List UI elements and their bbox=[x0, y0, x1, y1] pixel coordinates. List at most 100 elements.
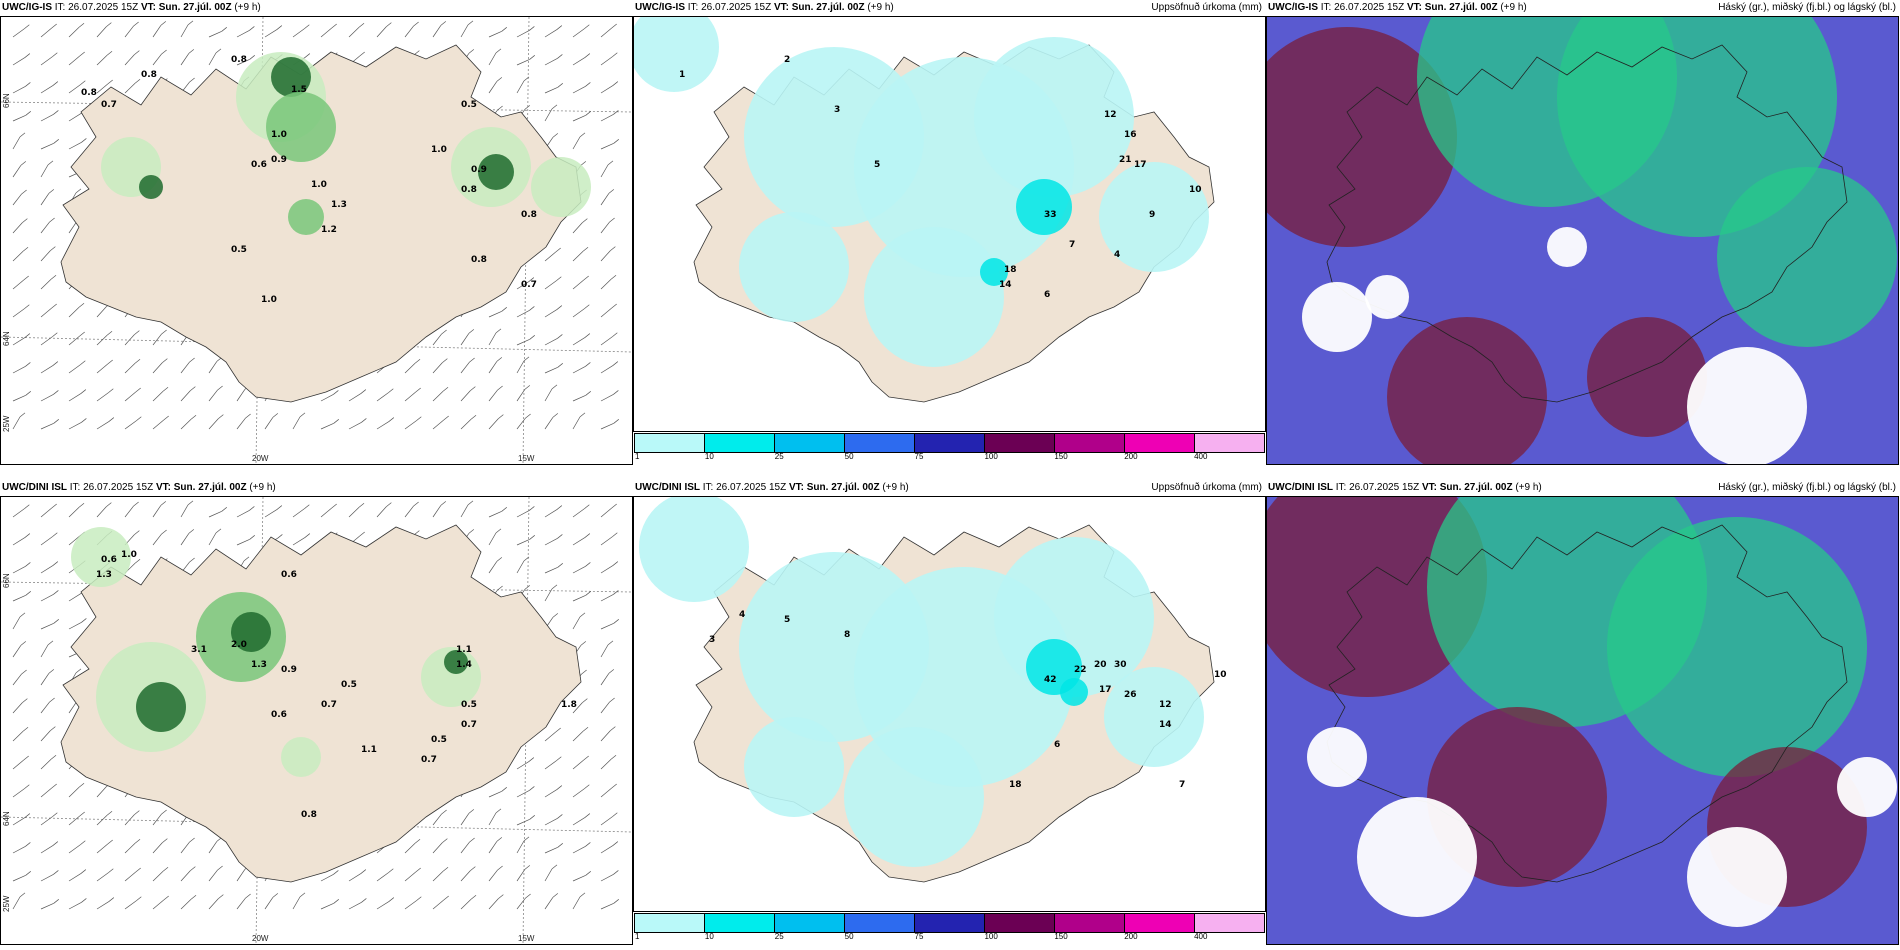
colorbar-swatch bbox=[1125, 914, 1195, 932]
precip-value-label: 4 bbox=[1114, 250, 1120, 260]
iceland-coastline bbox=[1326, 524, 1848, 883]
wind-value-label: 0.5 bbox=[461, 100, 477, 110]
wind-value-label: 3.1 bbox=[191, 645, 207, 655]
wind-value-label: 0.8 bbox=[81, 88, 97, 98]
precip-value-label: 9 bbox=[1149, 210, 1155, 220]
wind-value-label: 1.1 bbox=[456, 645, 472, 655]
row-2-precip-subtitle: Uppsöfnuð úrkoma (mm) bbox=[1151, 482, 1262, 493]
colorbar-label: 1 bbox=[635, 452, 640, 461]
precip-blobs bbox=[101, 52, 591, 235]
row-2-precip-panel: UWC/DINI ISL IT: 26.07.2025 15Z VT: Sun.… bbox=[633, 480, 1266, 945]
precip-value-label: 26 bbox=[1124, 690, 1137, 700]
wind-value-label: 1.4 bbox=[456, 660, 472, 670]
lat-64-label: 64N bbox=[2, 811, 11, 826]
colorbar-label: 200 bbox=[1124, 452, 1138, 461]
row-1-wind-svg: 0.8 0.8 0.8 0.7 1.5 0.5 1.0 0.9 0.6 1.0 0.9 1.3 1.0 0… bbox=[1, 17, 632, 464]
precip-value-label: 14 bbox=[999, 280, 1012, 290]
colorbar-swatch bbox=[635, 914, 705, 932]
precip-blobs bbox=[71, 527, 481, 777]
wind-value-label: 1.3 bbox=[96, 570, 112, 580]
precip-value-label: 17 bbox=[1099, 685, 1112, 695]
row-1-wind-map[interactable]: 0.8 0.8 0.8 0.7 1.5 0.5 1.0 0.9 0.6 1.0 0.9 1.3 1.0 0… bbox=[0, 16, 633, 465]
row-2-cloud-map[interactable] bbox=[1266, 496, 1899, 945]
precip-value-label: 10 bbox=[1214, 670, 1227, 680]
row-1-colorbar bbox=[634, 433, 1265, 453]
precip-value-label: 22 bbox=[1074, 665, 1087, 675]
colorbar-swatch bbox=[915, 914, 985, 932]
wind-value-label: 1.3 bbox=[251, 660, 267, 670]
wind-value-label: 0.7 bbox=[521, 280, 537, 290]
colorbar-label: 50 bbox=[844, 932, 854, 941]
row-1-cloud-svg bbox=[1267, 17, 1898, 464]
row-2-cloud-panel: UWC/DINI ISL IT: 26.07.2025 15Z VT: Sun.… bbox=[1266, 480, 1900, 945]
colorbar-label: 400 bbox=[1194, 452, 1208, 461]
colorbar-swatch bbox=[705, 434, 775, 452]
colorbar-label: 10 bbox=[704, 452, 714, 461]
wind-value-label: 0.5 bbox=[431, 735, 447, 745]
precip-value-label: 6 bbox=[1054, 740, 1060, 750]
wind-value-label: 0.5 bbox=[461, 700, 477, 710]
wind-value-label: 1.0 bbox=[121, 550, 137, 560]
row-2-cloud-subtitle: Háský (gr.), miðský (fj.bl.) og lágský (… bbox=[1718, 482, 1896, 493]
wind-value-label: 0.6 bbox=[251, 160, 267, 170]
precip-value-label: 8 bbox=[844, 630, 850, 640]
wind-value-label: 0.8 bbox=[521, 210, 537, 220]
wind-value-label: 0.9 bbox=[271, 155, 287, 165]
lat-66-label: 66N bbox=[2, 573, 11, 588]
colorbar-label: 75 bbox=[914, 932, 924, 941]
wind-value-labels: 0.8 0.8 0.8 0.7 1.5 0.5 1.0 0.9 0.6 1.0 0.9 1.3 1.0 0… bbox=[81, 55, 537, 305]
wind-value-label: 0.7 bbox=[321, 700, 337, 710]
colorbar-swatch bbox=[845, 914, 915, 932]
row-2-precip-map[interactable]: 3 4 5 8 22 20 30 42 17 26 12 14 10 6 18 7 bbox=[633, 496, 1266, 912]
wind-value-label: 0.8 bbox=[231, 55, 247, 65]
row-1-precip-title: UWC/IG-IS IT: 26.07.2025 15Z VT: Sun. 27… bbox=[635, 2, 894, 13]
wind-value-label: 1.2 bbox=[321, 225, 337, 235]
precip-value-label: 5 bbox=[784, 615, 790, 625]
colorbar-swatch bbox=[1195, 914, 1264, 932]
precip-value-label: 1 bbox=[679, 70, 685, 80]
precip-value-label: 7 bbox=[1069, 240, 1075, 250]
colorbar-label: 400 bbox=[1194, 932, 1208, 941]
precip-value-label: 2 bbox=[784, 55, 790, 65]
row-2-wind-map[interactable]: 0.6 1.3 1.0 0.6 3.1 2.0 1.3 0.9 0.5 0.7 1.4 1.1 0.5 0… bbox=[0, 496, 633, 945]
precip-value-label: 18 bbox=[1004, 265, 1017, 275]
wind-value-label: 1.8 bbox=[561, 700, 577, 710]
wind-value-label: 1.5 bbox=[291, 85, 307, 95]
row-2-wind-svg: 0.6 1.3 1.0 0.6 3.1 2.0 1.3 0.9 0.5 0.7 1.4 1.1 0.5 0… bbox=[1, 497, 632, 944]
precip-value-labels: 3 4 5 8 22 20 30 42 17 26 12 14 10 6 18 7 bbox=[709, 610, 1227, 790]
row-1-cloud-title: UWC/IG-IS IT: 26.07.2025 15Z VT: Sun. 27… bbox=[1268, 2, 1527, 13]
wind-value-label: 0.9 bbox=[471, 165, 487, 175]
wind-value-label: 0.7 bbox=[421, 755, 437, 765]
colorbar-label: 25 bbox=[774, 452, 784, 461]
lat-66-label: 66N bbox=[2, 93, 11, 108]
colorbar-swatch bbox=[915, 434, 985, 452]
precip-value-label: 14 bbox=[1159, 720, 1172, 730]
precip-value-label: 5 bbox=[874, 160, 880, 170]
row-1-wind-title: UWC/IG-IS IT: 26.07.2025 15Z VT: Sun. 27… bbox=[2, 2, 261, 13]
wind-value-label: 0.6 bbox=[281, 570, 297, 580]
colorbar-swatch bbox=[1125, 434, 1195, 452]
colorbar-swatch bbox=[705, 914, 775, 932]
row-1-cloud-panel: UWC/IG-IS IT: 26.07.2025 15Z VT: Sun. 27… bbox=[1266, 0, 1900, 465]
lon-15-label: 15W bbox=[518, 934, 535, 943]
row-1-precip-map[interactable]: 1 2 3 5 12 16 21 17 33 18 14 10 9 7 4 6 bbox=[633, 16, 1266, 432]
colorbar-swatch bbox=[775, 914, 845, 932]
precip-value-label: 10 bbox=[1189, 185, 1202, 195]
lon-20-label: 20W bbox=[252, 454, 269, 463]
precip-value-label: 16 bbox=[1124, 130, 1137, 140]
row-1-cloud-map[interactable] bbox=[1266, 16, 1899, 465]
row-2-colorbar bbox=[634, 913, 1265, 933]
row-2-precip-svg: 3 4 5 8 22 20 30 42 17 26 12 14 10 6 18 7 bbox=[639, 497, 1227, 883]
colorbar-swatch bbox=[635, 434, 705, 452]
colorbar-swatch bbox=[1055, 914, 1125, 932]
row-2-precip-title: UWC/DINI ISL IT: 26.07.2025 15Z VT: Sun.… bbox=[635, 482, 909, 493]
wind-value-label: 0.7 bbox=[101, 100, 117, 110]
colorbar-label: 50 bbox=[844, 452, 854, 461]
wind-value-label: 2.0 bbox=[231, 640, 247, 650]
precip-value-label: 17 bbox=[1134, 160, 1147, 170]
precip-value-label: 12 bbox=[1159, 700, 1172, 710]
lon-25-label: 25W bbox=[2, 895, 11, 912]
colorbar-label: 75 bbox=[914, 452, 924, 461]
row-1-cloud-subtitle: Háský (gr.), miðský (fj.bl.) og lágský (… bbox=[1718, 2, 1896, 13]
clear-sky bbox=[1302, 227, 1807, 464]
